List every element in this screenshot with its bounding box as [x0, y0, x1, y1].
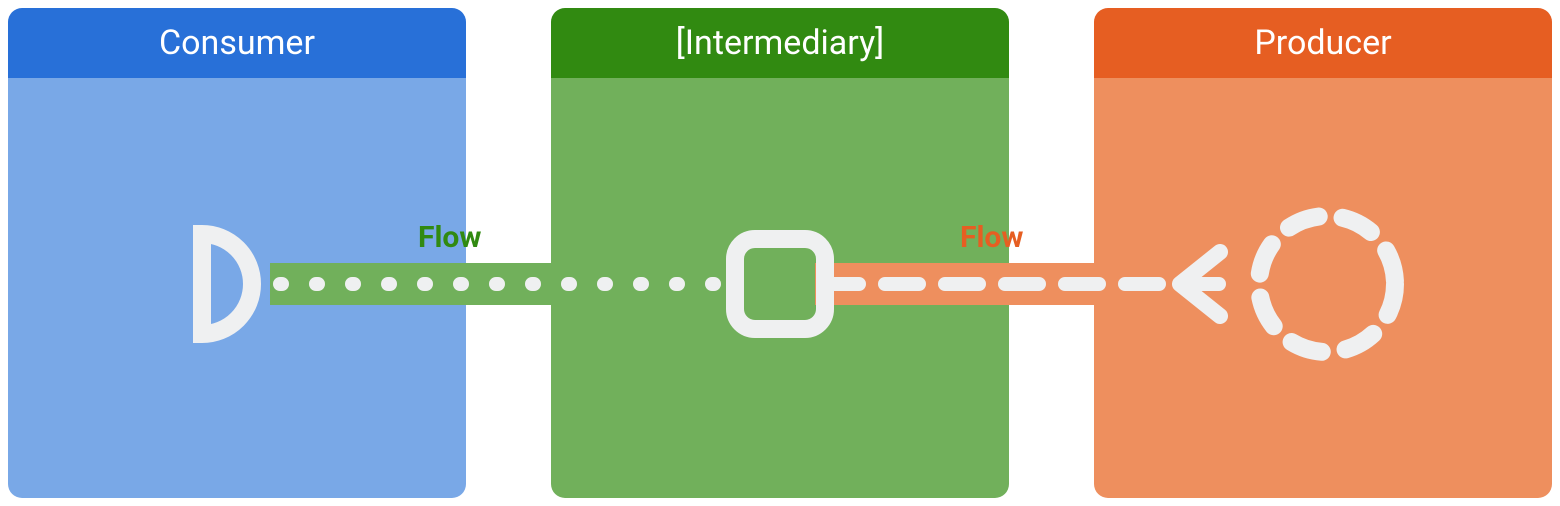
intermediary-header: [Intermediary] [551, 8, 1009, 78]
flow-bar-1 [270, 263, 748, 305]
consumer-title: Consumer [159, 23, 315, 63]
flow-label-1-text: Flow [418, 220, 481, 255]
producer-panel: Producer [1094, 8, 1552, 498]
consumer-panel: Consumer [8, 8, 466, 498]
producer-header: Producer [1094, 8, 1552, 78]
intermediary-panel: [Intermediary] [551, 8, 1009, 498]
flow-bar-2 [815, 263, 1270, 305]
flow-label-2-text: Flow [960, 220, 1023, 255]
intermediary-title: [Intermediary] [676, 23, 884, 63]
producer-title: Producer [1254, 23, 1391, 63]
flow-label-1: Flow [418, 220, 481, 255]
flow-label-2: Flow [960, 220, 1023, 255]
consumer-header: Consumer [8, 8, 466, 78]
